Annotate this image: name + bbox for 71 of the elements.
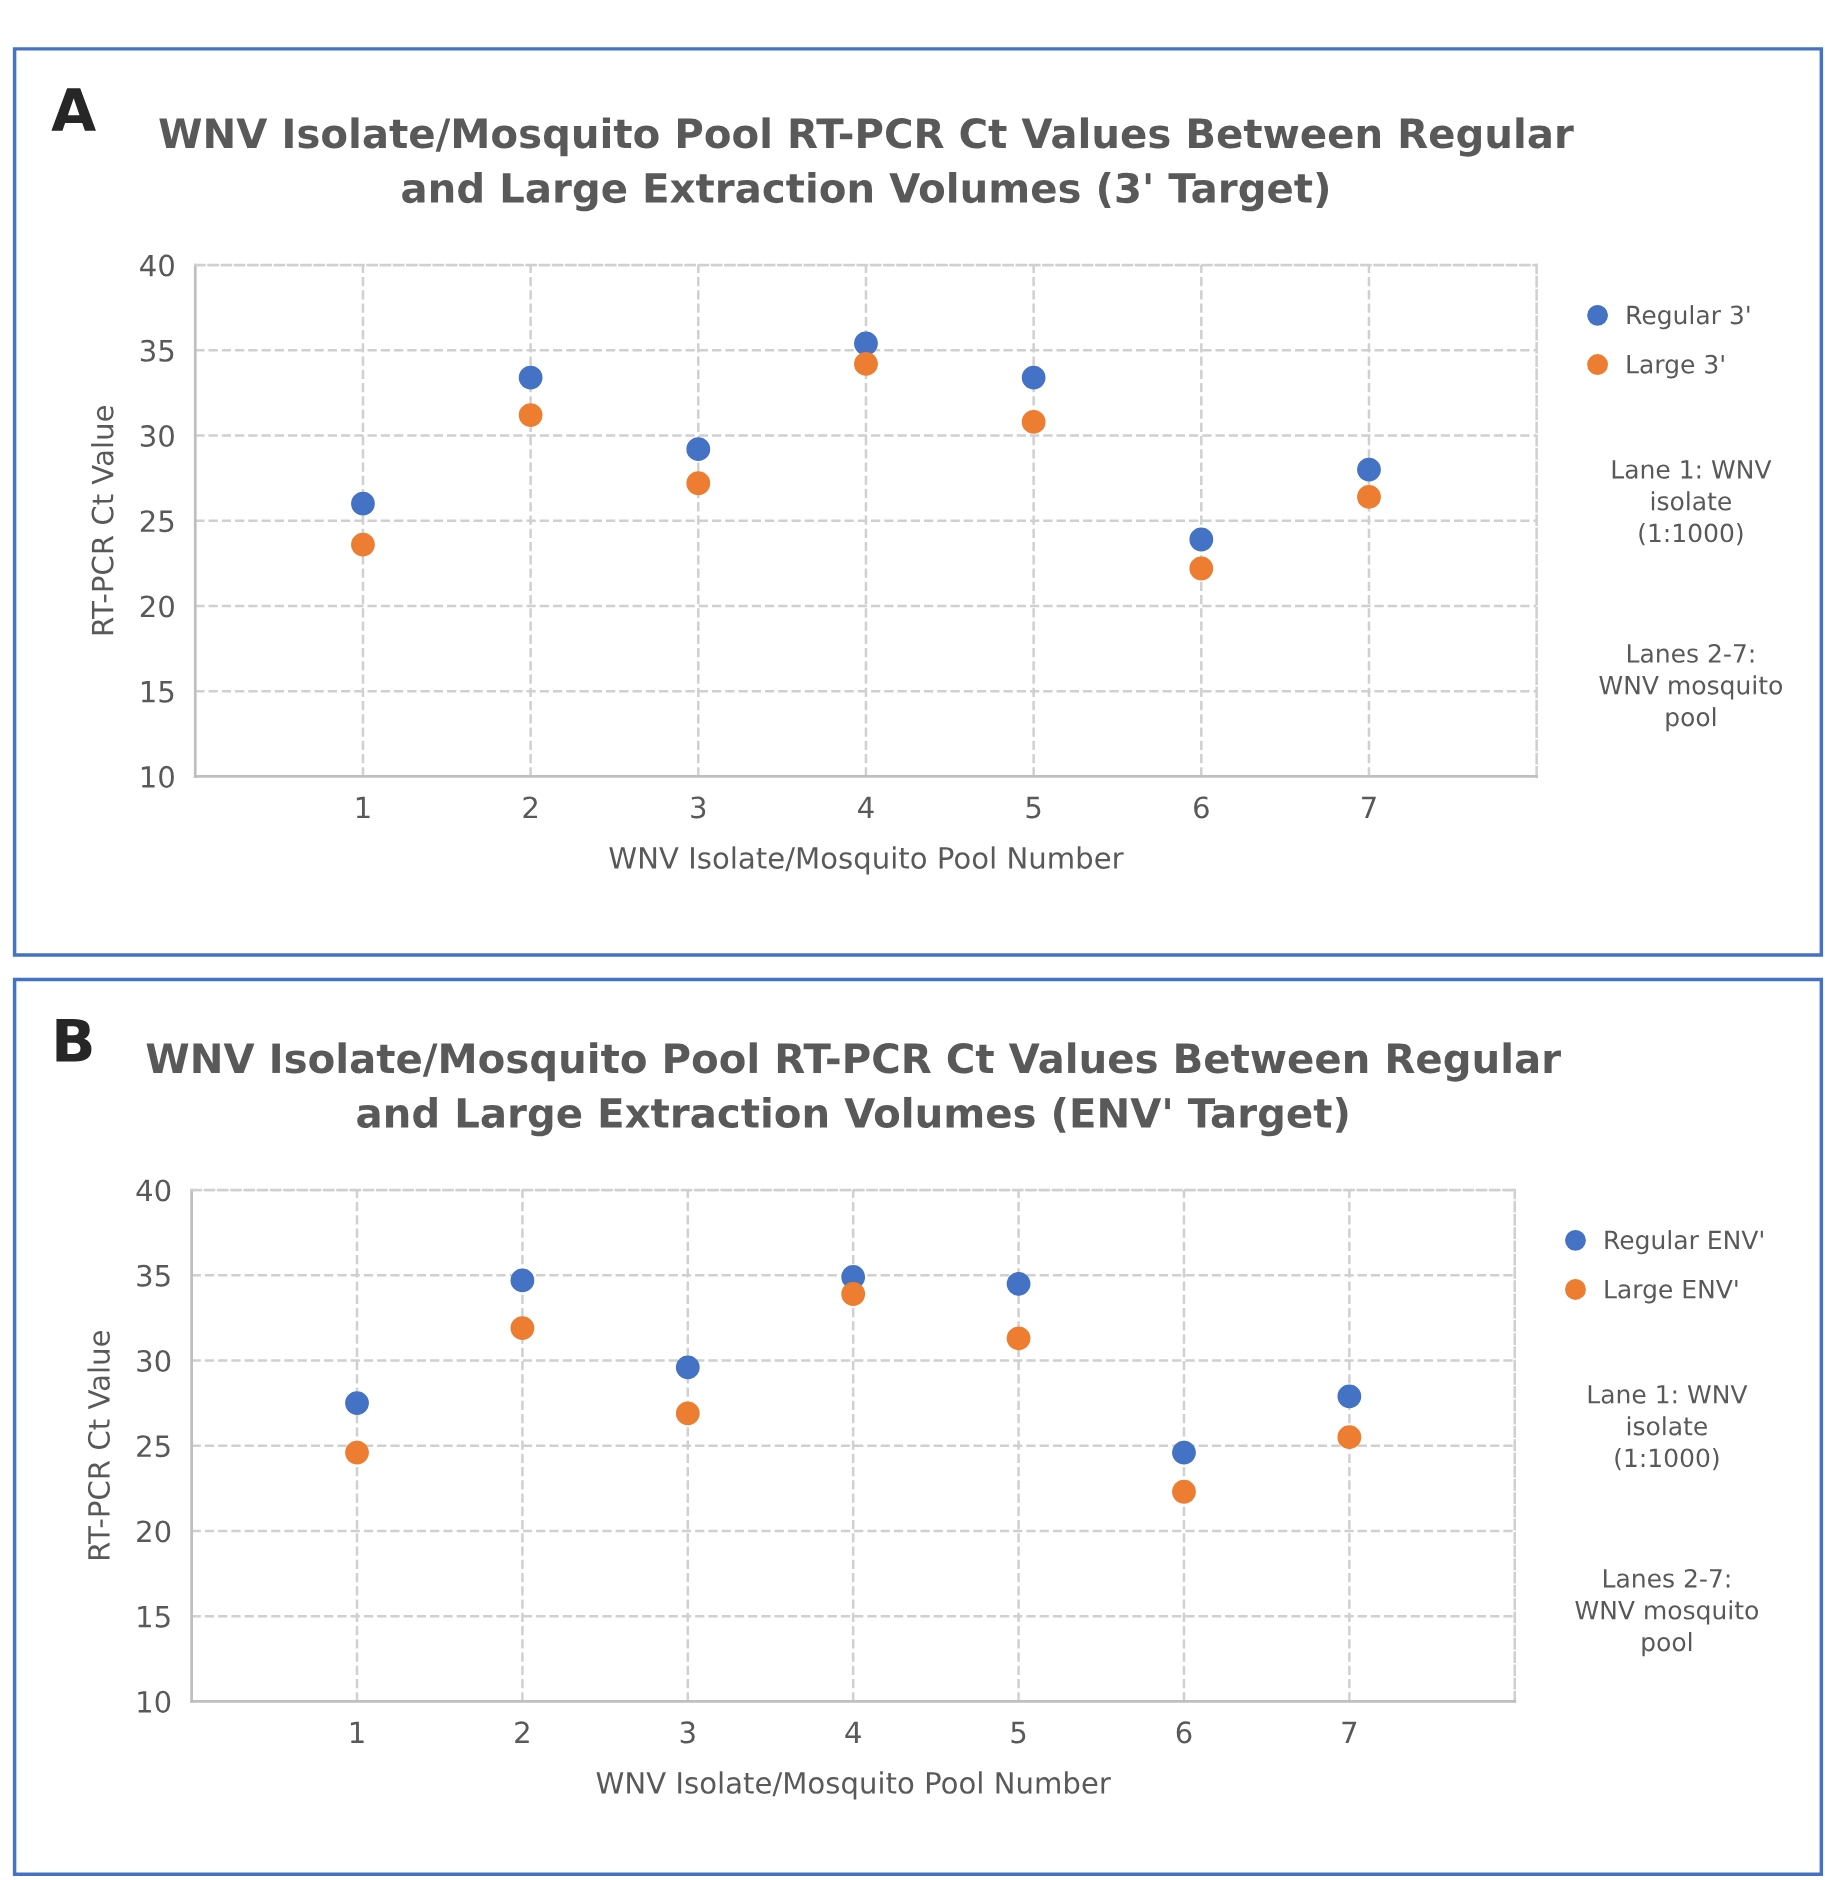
point bbox=[351, 491, 375, 516]
legend-label: Large ENV' bbox=[1605, 1280, 1738, 1304]
legend-label: Regular ENV' bbox=[1605, 1230, 1763, 1255]
point bbox=[841, 1282, 866, 1306]
y-tick-label: 35 bbox=[137, 1264, 170, 1287]
y-tick-label: 40 bbox=[140, 254, 174, 277]
chart-title: WNV Isolate/Mosquito Pool RT-PCR Ct Values Between Regular and Large Extraction Volumes (ENV' Target) bbox=[146, 1042, 1561, 1137]
point bbox=[675, 1355, 700, 1380]
point bbox=[1189, 556, 1214, 581]
x-tick-label: 6 bbox=[1194, 796, 1209, 819]
legend-label: Large 3' bbox=[1627, 354, 1724, 379]
y-tick-label: 20 bbox=[137, 1520, 171, 1543]
x-tick-label: 7 bbox=[1342, 1721, 1357, 1744]
x-tick-label: 6 bbox=[1176, 1721, 1192, 1744]
point bbox=[1337, 1384, 1362, 1409]
x-tick-label: 4 bbox=[858, 796, 874, 819]
y-tick-label: 20 bbox=[140, 595, 174, 618]
point bbox=[1337, 1425, 1362, 1450]
y-tick-label: 25 bbox=[137, 1435, 170, 1458]
y-axis-title: RT-PCR Ct Value bbox=[87, 1331, 110, 1560]
y-tick-label: 40 bbox=[136, 1179, 171, 1202]
y-tick-label: 10 bbox=[141, 765, 174, 788]
point bbox=[686, 437, 711, 462]
point bbox=[1172, 1479, 1196, 1504]
text: Lane 1: WNV isolate (1:1000) bbox=[1612, 460, 1772, 546]
point bbox=[510, 1316, 535, 1340]
point bbox=[686, 471, 711, 496]
text: Lane 1: WNV isolate (1:1000) bbox=[1588, 1385, 1748, 1471]
x-tick-label: 5 bbox=[1011, 1721, 1026, 1744]
x-tick-label: 2 bbox=[523, 796, 537, 819]
point bbox=[1006, 1326, 1031, 1351]
point bbox=[675, 1401, 700, 1426]
point bbox=[518, 403, 543, 427]
x-tick-label: 3 bbox=[680, 1721, 695, 1744]
x-tick-label: 5 bbox=[1026, 796, 1041, 819]
y-tick-label: 35 bbox=[140, 339, 174, 362]
y-axis-title: RT-PCR Ct Value bbox=[91, 406, 114, 635]
x-axis-title: WNV Isolate/Mosquito Pool Number bbox=[596, 1771, 1111, 1800]
point bbox=[854, 331, 878, 356]
x-axis-title: WNV Isolate/Mosquito Pool Number bbox=[609, 846, 1124, 875]
x-tick-label: 3 bbox=[691, 796, 706, 819]
x-tick-label: 7 bbox=[1362, 796, 1376, 819]
y-tick-label: 25 bbox=[140, 510, 174, 533]
point bbox=[1172, 1440, 1196, 1465]
point bbox=[1021, 410, 1046, 434]
x-tick-label: 1 bbox=[356, 796, 370, 819]
point bbox=[1006, 1271, 1031, 1296]
y-tick-label: 30 bbox=[140, 424, 174, 448]
text: Lanes 2-7: WNV mosquito pool bbox=[1599, 643, 1782, 732]
x-tick-label: 1 bbox=[350, 1721, 364, 1744]
point bbox=[1357, 457, 1381, 482]
point bbox=[510, 1268, 535, 1293]
legend-label: Regular 3' bbox=[1627, 305, 1750, 330]
text: Lanes 2-7: WNV mosquito pool bbox=[1575, 1568, 1758, 1657]
text: A bbox=[51, 88, 96, 131]
point bbox=[518, 365, 543, 390]
y-tick-label: 15 bbox=[141, 681, 174, 703]
y-tick-label: 30 bbox=[137, 1349, 171, 1372]
y-tick-label: 15 bbox=[138, 1605, 170, 1628]
x-tick-label: 4 bbox=[845, 1721, 861, 1744]
point bbox=[854, 352, 878, 376]
y-tick-label: 10 bbox=[138, 1690, 171, 1713]
x-tick-label: 2 bbox=[515, 1721, 529, 1744]
point bbox=[351, 532, 375, 557]
point bbox=[1189, 527, 1214, 552]
point bbox=[345, 1440, 369, 1465]
chart-title: WNV Isolate/Mosquito Pool RT-PCR Ct Values Between Regular and Large Extraction Volumes (3' Target) bbox=[159, 117, 1574, 212]
text: B bbox=[56, 1018, 92, 1062]
point bbox=[345, 1391, 369, 1416]
point bbox=[1357, 485, 1381, 509]
point bbox=[1021, 365, 1046, 390]
